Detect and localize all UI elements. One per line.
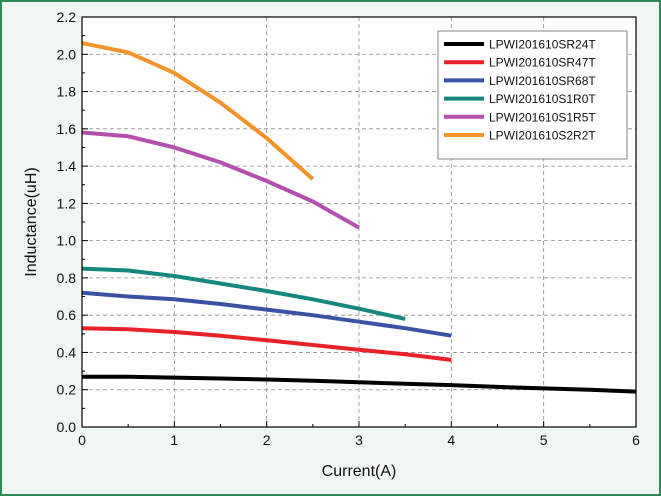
- y-axis-title: Inductance(uH): [23, 167, 40, 276]
- y-tick-label: 0.2: [57, 382, 77, 398]
- legend-box: [437, 30, 628, 160]
- y-tick-label: 2.2: [57, 9, 77, 25]
- x-tick-label: 4: [447, 432, 455, 448]
- x-tick-label: 3: [355, 432, 363, 448]
- y-tick-label: 0.8: [57, 270, 77, 286]
- x-tick-label: 6: [632, 432, 640, 448]
- series-line-2: [81, 326, 452, 362]
- legend-label: LPWI201610SR47T: [489, 56, 596, 70]
- y-tick-label: 1.0: [57, 233, 77, 249]
- axis-ticks: [81, 16, 637, 428]
- legend-label: LPWI201610S2R2T: [489, 129, 596, 143]
- x-tick-label: 5: [540, 432, 548, 448]
- y-tick-label: 0.0: [57, 419, 77, 435]
- x-tick-label: 2: [263, 432, 271, 448]
- series-line-4: [81, 266, 406, 321]
- y-tick-label: 1.2: [57, 195, 77, 211]
- x-axis-title: Current(A): [322, 463, 397, 480]
- y-tick-label: 1.4: [57, 158, 77, 174]
- y-tick-label: 2.0: [57, 46, 77, 62]
- y-tick-label: 1.6: [57, 121, 77, 137]
- x-tick-label: 0: [78, 432, 86, 448]
- y-tick-label: 0.6: [57, 307, 77, 323]
- legend-label: LPWI201610SR24T: [489, 38, 596, 52]
- y-tick-label: 0.4: [57, 344, 77, 360]
- series-line-6: [81, 41, 315, 181]
- grid-lines: [82, 17, 636, 427]
- legend-label: LPWI201610SR68T: [489, 74, 596, 88]
- series-line-1: [82, 374, 637, 394]
- legend-label: LPWI201610S1R5T: [489, 110, 596, 124]
- series-line-5: [81, 130, 360, 230]
- x-tick-label: 1: [170, 432, 178, 448]
- legend-label: LPWI201610S1R0T: [489, 92, 596, 106]
- legend: LPWI201610SR24T LPWI201610SR47T LPWI201610…: [437, 30, 628, 160]
- series-line-3: [81, 290, 452, 338]
- tick-labels: 0 1 2 3 4 5 6 0.0 0.2 0.4 0.6 0.8 1.0 1.2 1.4 1.6 1.8 2.0…: [57, 9, 641, 448]
- series-layer: [81, 41, 637, 394]
- y-tick-label: 1.8: [57, 84, 77, 100]
